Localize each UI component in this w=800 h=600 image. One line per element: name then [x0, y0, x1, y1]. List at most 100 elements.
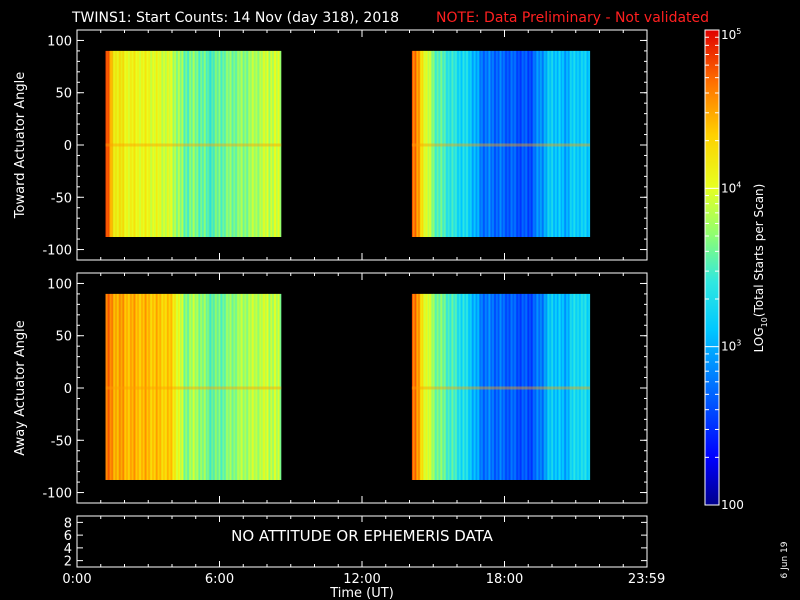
colorbar-tick-base: 10 — [721, 181, 736, 195]
heat-column — [411, 50, 414, 238]
heat-column — [587, 50, 590, 238]
heat-column — [544, 50, 546, 238]
heat-column — [194, 50, 197, 238]
heat-column — [278, 50, 280, 238]
heat-column — [568, 293, 571, 480]
x-ticks-toward — [76, 30, 648, 260]
heat-column — [438, 293, 440, 480]
heat-column — [548, 293, 550, 480]
heat-column — [194, 293, 197, 480]
heat-column — [481, 293, 484, 480]
heat-column — [234, 50, 236, 238]
heat-column — [569, 50, 572, 238]
heat-column — [437, 293, 439, 480]
heat-column — [137, 293, 139, 480]
heat-column — [270, 293, 272, 480]
heat-column — [199, 50, 202, 238]
heat-column — [171, 293, 173, 480]
heat-column — [414, 50, 417, 238]
heat-column — [557, 293, 559, 480]
heat-column — [242, 50, 244, 238]
heat-column — [280, 293, 282, 480]
heat-column — [171, 50, 173, 238]
colorbar-tick-base: 100 — [721, 498, 744, 512]
heat-column — [137, 50, 139, 238]
heat-column — [229, 293, 231, 480]
heat-column — [461, 50, 463, 238]
heat-column — [219, 293, 221, 480]
heat-column — [550, 293, 552, 480]
heat-column — [579, 50, 582, 238]
heat-column — [254, 293, 256, 480]
heat-column — [255, 293, 257, 480]
heat-column — [429, 293, 431, 480]
heat-column — [112, 50, 114, 238]
heat-column — [205, 293, 208, 480]
heat-column — [448, 50, 450, 238]
heat-column — [252, 293, 254, 480]
heat-column — [198, 293, 201, 480]
heat-column — [577, 50, 580, 238]
heat-column — [169, 50, 171, 238]
heat-column — [583, 293, 586, 480]
heat-column — [491, 293, 494, 480]
heat-column — [183, 50, 185, 238]
colorbar-label-sub: 10 — [760, 317, 769, 327]
heat-column — [253, 50, 255, 238]
heat-column — [434, 293, 436, 480]
heat-column — [510, 50, 512, 238]
heat-column — [207, 293, 209, 480]
heat-column — [575, 293, 578, 480]
heat-column — [140, 293, 142, 480]
heat-column — [223, 293, 225, 480]
heat-column — [280, 50, 282, 238]
heat-column — [124, 50, 126, 238]
heat-column — [111, 293, 113, 480]
heat-column — [557, 50, 559, 238]
heat-column — [515, 50, 517, 238]
heat-column — [158, 50, 160, 238]
heat-column — [274, 50, 276, 238]
heat-column — [446, 50, 448, 238]
heat-column — [524, 50, 526, 238]
heat-column — [581, 293, 584, 480]
heatmap-away — [105, 293, 591, 480]
heat-column — [558, 50, 560, 238]
panel-away: 100 50 0 -50 -100 Away Actuator Angle — [13, 272, 648, 504]
heat-column — [155, 50, 157, 238]
heat-column — [567, 293, 570, 480]
heat-column — [238, 293, 240, 480]
heat-column — [441, 50, 443, 238]
heat-column — [512, 293, 514, 480]
colorbar-fill — [705, 30, 719, 505]
heat-column — [587, 293, 590, 480]
heat-column — [523, 50, 525, 238]
heat-column — [129, 293, 131, 480]
heat-column — [200, 50, 203, 238]
heat-column — [500, 50, 503, 238]
heat-column — [558, 293, 560, 480]
heat-column — [231, 293, 233, 480]
heat-column — [536, 50, 538, 238]
heat-column — [540, 293, 542, 480]
heat-column — [211, 50, 213, 238]
heat-column — [566, 293, 569, 480]
colorbar-tick-label: 103 — [721, 339, 741, 354]
heat-column — [506, 293, 508, 480]
heat-column — [215, 293, 217, 480]
heat-column — [121, 293, 123, 480]
heat-column — [463, 293, 465, 480]
heat-column — [505, 50, 507, 238]
heat-column — [588, 293, 591, 480]
heat-column — [508, 293, 510, 480]
heat-column — [582, 293, 585, 480]
heat-column — [444, 293, 446, 480]
heat-column — [576, 50, 579, 238]
heat-column — [487, 50, 490, 238]
heat-column — [122, 293, 124, 480]
zero-angle-streak — [105, 143, 282, 147]
heat-column — [146, 293, 148, 480]
heat-column — [481, 50, 484, 238]
heat-column — [260, 50, 262, 238]
heat-column — [482, 50, 485, 238]
